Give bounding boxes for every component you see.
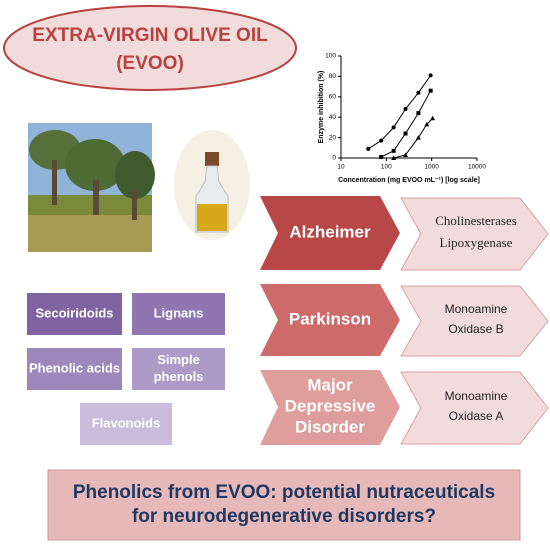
data-point xyxy=(416,111,421,116)
alzheimer-target-arrow xyxy=(400,197,549,271)
compound-box xyxy=(132,293,225,335)
target-label: Monoamine xyxy=(445,389,508,403)
parkinson-target-arrow xyxy=(400,285,549,357)
depression-arrow xyxy=(260,370,400,445)
data-point xyxy=(416,90,421,95)
compound-box xyxy=(27,348,122,390)
compound-box xyxy=(132,348,225,390)
disease-label: Depressive xyxy=(285,396,376,415)
disease-label: Disorder xyxy=(295,417,365,436)
data-point xyxy=(403,131,408,136)
title-ellipse xyxy=(3,5,297,91)
compound-box xyxy=(80,403,172,445)
x-tick-label: 10000 xyxy=(468,164,486,171)
title-line: (EVOO) xyxy=(116,53,184,74)
compound-box xyxy=(27,293,122,335)
compound-label: phenols xyxy=(154,369,204,384)
data-point xyxy=(428,88,433,93)
target-label: Oxidase A xyxy=(449,409,504,423)
footer-line: for neurodegenerative disorders? xyxy=(132,506,436,527)
data-point xyxy=(379,154,384,159)
y-axis-label: Enzyme inhibition (%) xyxy=(318,71,325,144)
x-tick-label: 10 xyxy=(337,164,345,171)
y-tick-label: 100 xyxy=(325,53,336,60)
y-tick-label: 0 xyxy=(332,155,336,162)
parkinson-arrow xyxy=(260,284,400,356)
y-tick-label: 40 xyxy=(329,114,337,121)
data-point xyxy=(430,115,436,121)
series-line xyxy=(368,75,432,150)
data-point xyxy=(415,135,421,140)
compound-label: Phenolic acids xyxy=(29,360,120,375)
x-axis-label: Concentration (mg EVOO mL⁻¹) [log scale] xyxy=(338,177,480,184)
target-label: Oxidase B xyxy=(448,322,503,336)
target-label: Cholinesterases xyxy=(435,213,517,228)
data-point xyxy=(403,152,409,157)
y-tick-label: 60 xyxy=(329,94,337,101)
data-point xyxy=(424,121,430,127)
data-point xyxy=(379,138,384,143)
data-point xyxy=(403,107,408,112)
data-point xyxy=(366,146,371,151)
compound-label: Lignans xyxy=(154,305,204,320)
compound-label: Simple xyxy=(157,352,200,367)
data-point xyxy=(391,155,397,160)
x-tick-label: 100 xyxy=(381,164,392,171)
inhibition-chart: 0 20 40 60 80 100 10 100 1000 10000 Concentration … xyxy=(318,53,487,184)
data-point xyxy=(391,125,396,130)
series-line xyxy=(380,90,432,158)
x-tick-label: 1000 xyxy=(424,164,439,171)
title-line: EXTRA-VIRGIN OLIVE OIL xyxy=(32,25,268,46)
footer-box xyxy=(47,469,521,541)
data-point xyxy=(391,148,396,153)
target-label: Monoamine xyxy=(445,302,508,316)
olive-grove-photo xyxy=(28,123,155,252)
disease-label: Major xyxy=(307,375,353,394)
alzheimer-arrow xyxy=(260,196,400,270)
compound-label: Secoiridoids xyxy=(35,305,113,320)
compound-label: Flavonoids xyxy=(92,415,161,430)
disease-label: Parkinson xyxy=(289,309,371,328)
oil-bottle xyxy=(174,130,250,240)
target-label: Lipoxygenase xyxy=(440,235,513,250)
data-point xyxy=(428,73,433,78)
footer-line: Phenolics from EVOO: potential nutraceut… xyxy=(73,482,495,503)
y-tick-label: 20 xyxy=(329,134,337,141)
depression-target-arrow xyxy=(400,371,549,445)
disease-label: Alzheimer xyxy=(289,222,371,241)
y-tick-label: 80 xyxy=(329,73,337,80)
